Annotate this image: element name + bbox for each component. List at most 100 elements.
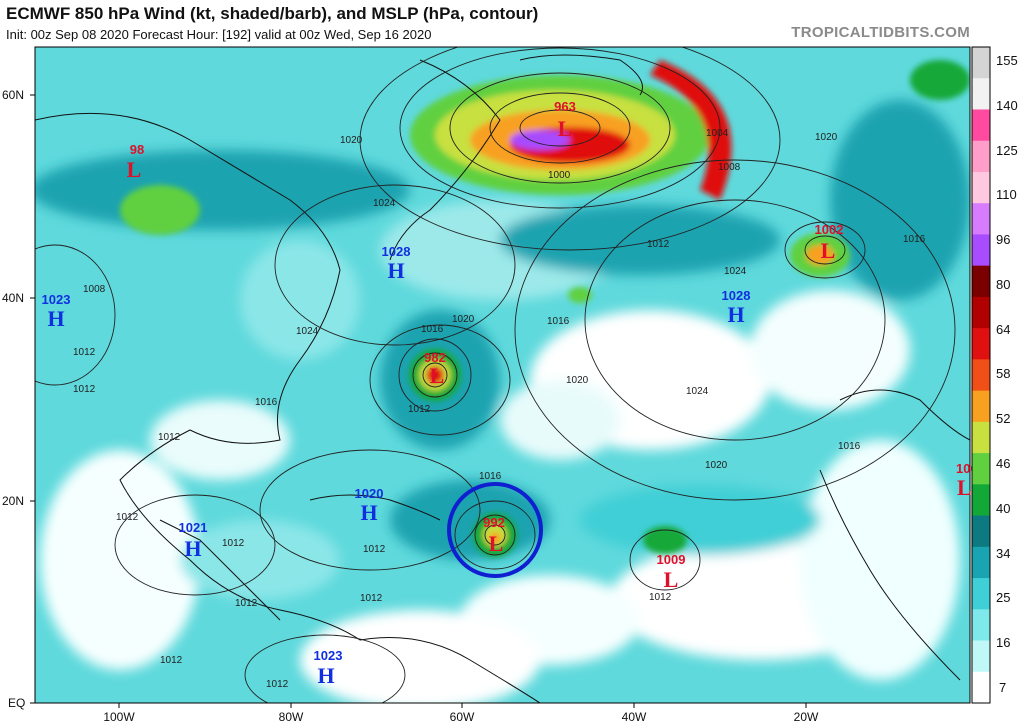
colorbar-swatch	[972, 265, 990, 298]
pressure-letter: L	[430, 363, 445, 388]
pressure-value: 1020	[355, 486, 384, 501]
colorbar-swatch	[972, 546, 990, 579]
colorbar-swatch	[972, 515, 990, 548]
isobar-label: 1016	[421, 324, 444, 335]
lat-label-40n: 40N	[2, 291, 24, 305]
lat-label-eq: EQ	[8, 696, 25, 710]
colorbar: 155 140 125 110 96 80 64 58 52 46 40 34 …	[971, 46, 1018, 704]
pressure-letter: L	[489, 531, 504, 556]
colorbar-label: 25	[996, 590, 1010, 605]
pressure-value: 982	[424, 350, 446, 365]
colorbar-label: 52	[996, 411, 1010, 426]
isobar-label: 1012	[649, 592, 672, 603]
colorbar-swatch	[972, 640, 990, 673]
isobar-label: 1024	[373, 198, 396, 209]
lon-ticks: 100W 80W 60W 40W 20W	[103, 703, 819, 724]
pressure-value: 963	[554, 99, 576, 114]
pressure-letter: H	[387, 258, 404, 283]
colorbar-swatch	[972, 484, 990, 517]
colorbar-swatch	[972, 234, 990, 267]
lat-ticks: 60N 40N 20N EQ	[2, 88, 35, 710]
isobar-label: 1012	[266, 679, 289, 690]
map-title: ECMWF 850 hPa Wind (kt, shaded/barb), an…	[6, 4, 539, 23]
lon-label-60w: 60W	[450, 710, 475, 724]
colorbar-label: 64	[996, 322, 1010, 337]
pressure-letter: L	[664, 567, 679, 592]
colorbar-label: 96	[996, 232, 1010, 247]
isobar-label: 1012	[647, 239, 670, 250]
isobar-label: 1004	[706, 128, 729, 139]
low-center-982: 982 L	[424, 350, 446, 388]
isobar-label: 1020	[340, 135, 363, 146]
colorbar-label: 155	[996, 53, 1018, 68]
high-center-1020: 1020 H	[355, 486, 384, 525]
colorbar-swatch	[972, 203, 990, 236]
low-center-1002: 1002 L	[815, 222, 844, 263]
map-field	[35, 47, 970, 703]
colorbar-label: 110	[996, 187, 1017, 202]
colorbar-label: 46	[996, 456, 1010, 471]
colorbar-swatch	[972, 578, 990, 610]
colorbar-swatch	[972, 421, 990, 454]
high-center-1028-east: 1028 H	[722, 288, 751, 327]
isobar-label: 1016	[547, 316, 570, 327]
isobar-label: 1008	[718, 162, 741, 173]
isobar-label: 1016	[903, 234, 926, 245]
isobar-label: 1012	[408, 404, 431, 415]
isobar-label: 1020	[815, 132, 838, 143]
isobar-label: 1012	[363, 544, 386, 555]
pressure-value: 98	[130, 142, 144, 157]
colorbar-swatch	[972, 609, 990, 642]
low-center-992: 992 L	[483, 515, 505, 556]
isobar-label: 1012	[360, 593, 383, 604]
pressure-letter: L	[127, 157, 142, 182]
pressure-centers: 963 L 98 L 1002 L 1028 H 1023 H 982 L 10…	[42, 99, 978, 688]
pressure-value: 1028	[722, 288, 751, 303]
pressure-value: 1021	[179, 520, 208, 535]
pressure-letter: L	[957, 475, 972, 500]
colorbar-swatch	[972, 109, 990, 142]
colorbar-labels: 155 140 125 110 96 80 64 58 52 46 40 34 …	[996, 53, 1018, 695]
pressure-value: 1002	[815, 222, 844, 237]
colorbar-swatch	[972, 359, 990, 392]
colorbar-label: 140	[996, 98, 1018, 113]
map-frame	[34, 46, 971, 704]
isobar-label: 1020	[452, 314, 475, 325]
pressure-letter: H	[184, 536, 201, 561]
isobar-label: 1024	[724, 266, 747, 277]
colorbar-swatch	[972, 671, 990, 704]
lon-label-80w: 80W	[279, 710, 304, 724]
low-center-98: 98 L	[127, 142, 145, 182]
colorbar-label: 40	[996, 501, 1010, 516]
pressure-letter: H	[317, 663, 334, 688]
coastlines	[35, 54, 970, 703]
isobar-label: 1012	[73, 347, 96, 358]
high-center-1028-west: 1028 H	[382, 244, 411, 283]
pressure-letter: L	[558, 116, 573, 141]
isobar-label: 1012	[222, 538, 245, 549]
colorbar-label: 34	[996, 546, 1010, 561]
isobar-label: 1012	[116, 512, 139, 523]
isobar-label: 1012	[235, 598, 258, 609]
colorbar-swatches	[972, 47, 990, 704]
colorbar-swatch	[972, 171, 990, 204]
lon-label-100w: 100W	[103, 710, 135, 724]
lon-label-20w: 20W	[794, 710, 819, 724]
brand-watermark: TROPICALTIDBITS.COM	[791, 24, 970, 41]
isobars	[35, 47, 956, 703]
highlight-circle	[447, 482, 543, 578]
lat-label-60n: 60N	[2, 88, 24, 102]
colorbar-swatch	[972, 390, 990, 423]
isobar-label: 1020	[705, 460, 728, 471]
low-center-963: 963 L	[554, 99, 576, 141]
isobar-label: 1016	[838, 441, 861, 452]
pressure-value: 1023	[314, 648, 343, 663]
colorbar-label: 80	[996, 277, 1010, 292]
colorbar-swatch	[972, 78, 990, 111]
storm-shading	[120, 60, 970, 557]
colorbar-swatch	[972, 328, 990, 360]
lat-label-20n: 20N	[2, 494, 24, 508]
high-center-1021: 1021 H	[179, 520, 208, 561]
pressure-letter: H	[47, 306, 64, 331]
lon-label-40w: 40W	[622, 710, 647, 724]
